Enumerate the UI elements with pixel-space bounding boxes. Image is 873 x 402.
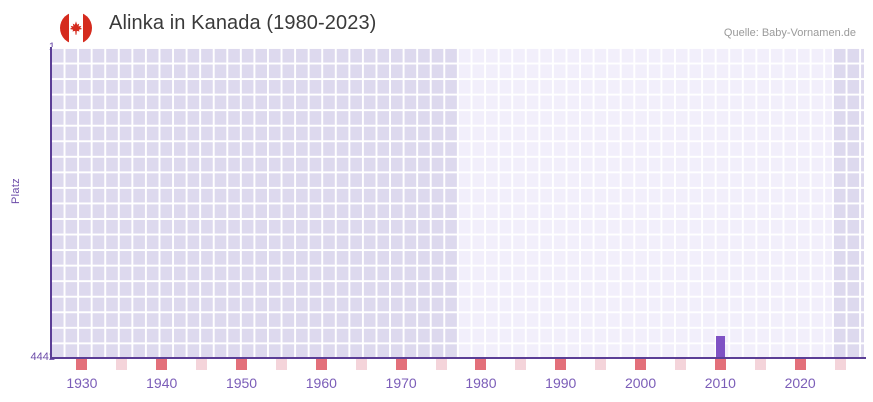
tick-marker-major [714, 359, 726, 370]
chart-header: Alinka in Kanada (1980-2023) Quelle: Bab… [0, 0, 873, 47]
tick-marker-minor [355, 359, 367, 370]
tick-marker-minor [116, 359, 128, 370]
tick-marker-major [315, 359, 327, 370]
x-axis-tick-label: 2010 [704, 375, 736, 391]
x-axis-tick-label: 1980 [465, 375, 497, 391]
tick-marker-major [76, 359, 88, 370]
x-axis-tick-label: 1990 [545, 375, 577, 391]
x-axis-tick-label: 1970 [385, 375, 417, 391]
x-axis-tick-label: 1940 [146, 375, 178, 391]
x-axis-tick-label: 1960 [305, 375, 337, 391]
maple-leaf-icon [69, 21, 83, 35]
tick-marker-minor [515, 359, 527, 370]
canada-flag-icon [60, 12, 92, 44]
tick-marker-major [395, 359, 407, 370]
plot-area [50, 47, 864, 358]
tick-marker-minor [834, 359, 846, 370]
page-title: Alinka in Kanada (1980-2023) [109, 12, 377, 34]
tick-marker-minor [595, 359, 607, 370]
tick-marker-minor [754, 359, 766, 370]
x-axis-line [50, 357, 866, 359]
tick-marker-minor [435, 359, 447, 370]
y-axis-top-label: 1 [0, 41, 55, 53]
tick-marker-major [475, 359, 487, 370]
y-axis-title: Platz [10, 178, 22, 204]
grid-band-right [832, 47, 864, 358]
x-axis-tick-label: 2000 [624, 375, 657, 391]
x-axis-tick-label: 1930 [66, 375, 98, 391]
tick-marker-minor [275, 359, 287, 370]
y-axis-bottom-label: 4442 [30, 351, 55, 363]
x-axis-tick-label: 2020 [784, 375, 816, 391]
flag-left-band [60, 12, 69, 44]
tick-marker-minor [196, 359, 208, 370]
bar [715, 336, 725, 358]
grid-band-left [50, 47, 457, 358]
tick-marker-major [555, 359, 567, 370]
tick-marker-major [635, 359, 647, 370]
x-axis-tick-markers [50, 359, 866, 370]
tick-marker-major [236, 359, 248, 370]
flag-right-band [83, 12, 92, 44]
tick-marker-major [156, 359, 168, 370]
x-axis-tick-label: 1950 [225, 375, 258, 391]
source-credit: Quelle: Baby-Vornamen.de [723, 27, 856, 39]
tick-marker-major [794, 359, 806, 370]
grid-band-highlight [457, 47, 833, 358]
tick-marker-minor [674, 359, 686, 370]
y-axis-line [50, 47, 52, 359]
